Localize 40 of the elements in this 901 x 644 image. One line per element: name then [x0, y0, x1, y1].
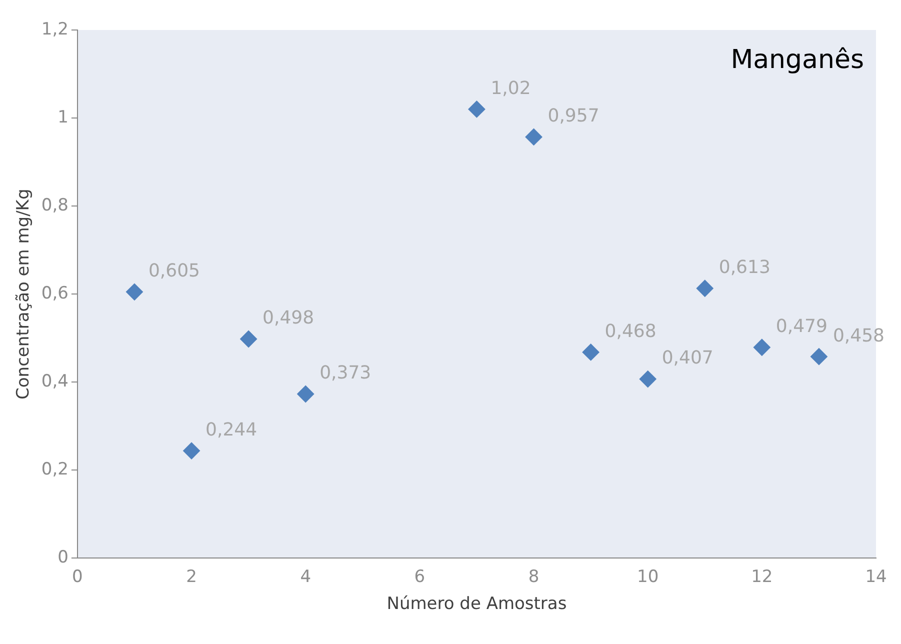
point	[183, 442, 200, 460]
x-tick-label: 14	[865, 566, 887, 587]
x-axis-title: Número de Amostras	[386, 594, 567, 614]
data-label: 0,244	[206, 419, 258, 440]
point	[468, 100, 486, 118]
point	[240, 330, 258, 348]
y-tick-label: 1	[58, 107, 68, 128]
y-tick-label: 0,4	[41, 372, 68, 392]
point	[696, 280, 714, 297]
data-label: 0,407	[662, 348, 714, 369]
point	[126, 283, 143, 300]
data-label: 1,02	[490, 78, 531, 99]
data-label: 0,479	[776, 316, 828, 338]
x-tick-label: 2	[186, 566, 197, 587]
point	[810, 348, 828, 366]
point	[525, 128, 542, 146]
data-label: 0,373	[320, 362, 372, 384]
text: Manganês	[730, 44, 864, 75]
x-tick-label: 4	[300, 566, 312, 587]
point	[639, 370, 656, 388]
data-label: 0,613	[718, 257, 770, 278]
data-label: 0,605	[148, 260, 200, 282]
y-tick-label: 0,8	[41, 195, 68, 216]
y-axis-title: Concentração em mg/Kg	[14, 188, 34, 400]
point	[297, 386, 314, 403]
x-tick-label: 10	[637, 566, 659, 587]
y-tick-label: 0	[58, 548, 68, 568]
data-label: 0,498	[262, 308, 314, 329]
point	[753, 338, 770, 356]
point	[582, 344, 600, 361]
x-tick-label: 6	[414, 566, 426, 587]
x-tick-label: 8	[528, 566, 540, 587]
x-tick-label: 0	[72, 566, 83, 587]
data-label: 0,458	[832, 325, 884, 346]
y-tick-label: 0,2	[41, 460, 68, 480]
y-tick-label: 1,2	[41, 19, 68, 40]
x-tick-label: 12	[751, 566, 773, 587]
y-tick-label: 0,6	[41, 284, 68, 304]
data-label: 0,468	[604, 320, 656, 342]
data-label: 0,957	[548, 106, 600, 127]
